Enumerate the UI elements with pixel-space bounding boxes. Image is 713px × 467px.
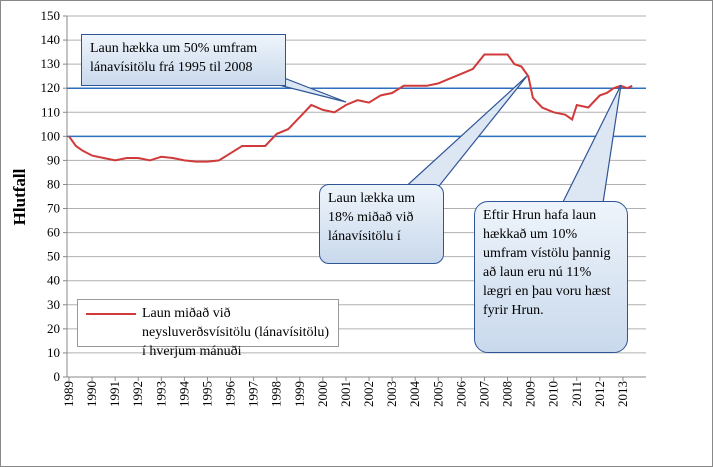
x-tick-label: 1991 [107,381,122,407]
y-tick-label: 120 [41,80,61,95]
x-tick-label: 1996 [223,381,238,408]
x-tick-label: 1998 [269,381,284,407]
x-tick-label: 2013 [615,381,630,407]
x-tick-label: 1997 [246,381,261,408]
x-tick-label: 2009 [523,381,538,407]
x-tick-label: 2003 [384,381,399,407]
y-tick-label: 40 [47,273,60,288]
x-tick-label: 1999 [292,381,307,407]
x-tick-label: 2005 [430,381,445,407]
y-tick-label: 90 [47,152,60,167]
x-tick-label: 2011 [569,381,584,407]
y-tick-label: 50 [47,249,60,264]
y-tick-label: 100 [41,128,61,143]
y-axis-label: Hlutfall [10,168,29,225]
legend-swatch [86,313,136,315]
x-tick-label: 1994 [176,381,191,408]
y-tick-label: 20 [47,321,60,336]
annotation: Eftir Hrun hafa laun hækkað um 10% umfra… [474,201,628,353]
y-tick-label: 60 [47,225,60,240]
annotation: Laun lækka um 18% miðað við lánavísitölu… [319,184,444,264]
x-tick-label: 2000 [315,381,330,407]
legend-label: Laun miðað við neysluverðsvísitölu (lána… [142,306,330,359]
x-tick-label: 1993 [153,381,168,407]
y-tick-label: 0 [54,369,61,384]
x-tick-label: 2007 [476,381,491,408]
y-tick-label: 150 [41,8,61,23]
x-tick-label: 2002 [361,381,376,407]
x-tick-label: 1992 [130,381,145,407]
x-tick-label: 2010 [546,381,561,407]
x-tick-label: 1989 [61,381,76,407]
annotation: Laun hækka um 50% umfram lánavísitölu fr… [81,34,286,86]
y-tick-label: 110 [41,104,60,119]
data-line [68,53,633,163]
x-tick-label: 2006 [453,381,468,408]
x-tick-label: 2001 [338,381,353,407]
x-tick-label: 2004 [407,381,422,408]
legend: Laun miðað við neysluverðsvísitölu (lána… [77,299,339,359]
x-tick-label: 1990 [84,381,99,407]
y-tick-label: 30 [47,297,60,312]
y-tick-label: 10 [47,345,60,360]
y-tick-label: 130 [41,56,61,71]
x-tick-label: 1995 [199,381,214,407]
y-tick-label: 70 [47,201,60,216]
y-tick-label: 80 [47,176,60,191]
x-tick-label: 2008 [500,381,515,407]
x-tick-label: 2012 [592,381,607,407]
y-tick-label: 140 [41,32,61,47]
